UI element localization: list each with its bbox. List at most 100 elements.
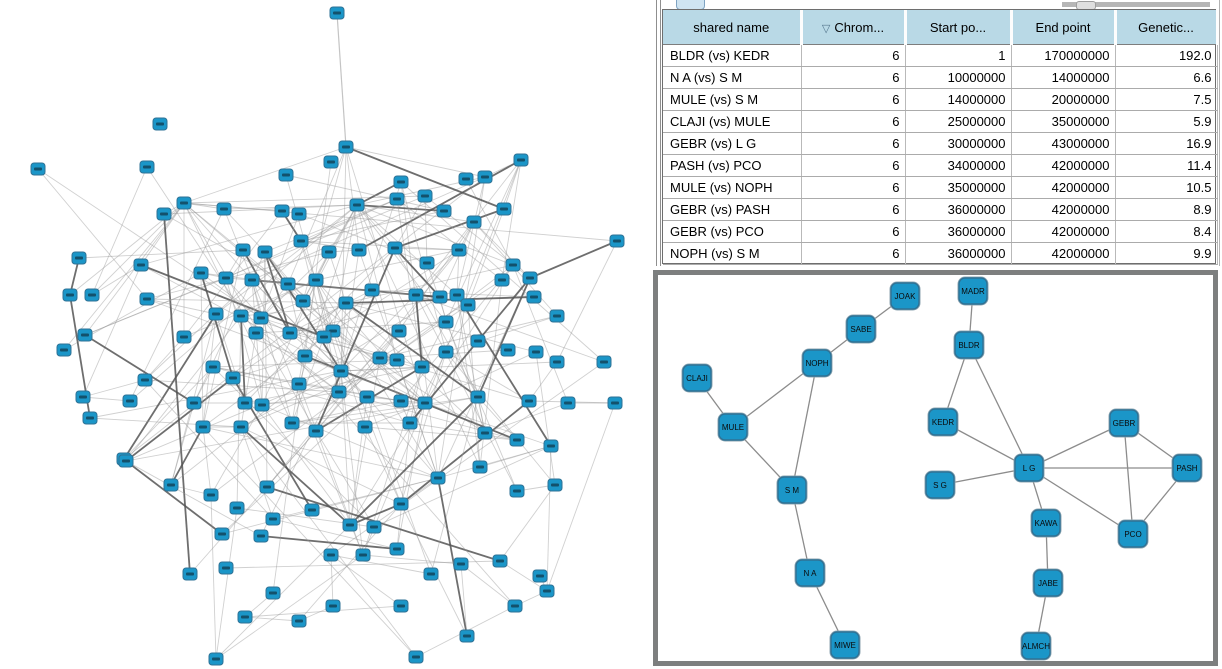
graph-node[interactable]	[237, 396, 253, 410]
graph-node[interactable]	[509, 484, 525, 498]
graph-node[interactable]	[282, 326, 298, 340]
graph-node[interactable]	[325, 599, 341, 613]
graph-node[interactable]	[75, 390, 91, 404]
graph-node[interactable]	[560, 396, 576, 410]
overview-network-canvas[interactable]	[0, 0, 655, 669]
graph-node[interactable]	[253, 529, 269, 543]
graph-node[interactable]	[509, 433, 525, 447]
graph-node[interactable]	[389, 192, 405, 206]
graph-node[interactable]	[82, 411, 98, 425]
graph-node-KAWA[interactable]: KAWA	[1030, 508, 1062, 538]
graph-node[interactable]	[216, 202, 232, 216]
graph-node[interactable]	[423, 567, 439, 581]
graph-node[interactable]	[265, 586, 281, 600]
graph-node[interactable]	[477, 426, 493, 440]
graph-node[interactable]	[494, 273, 510, 287]
table-row[interactable]: GEBR (vs) PASH 6 36000000 42000000 8.9	[663, 198, 1218, 221]
graph-node[interactable]	[477, 170, 493, 184]
graph-node[interactable]	[62, 288, 78, 302]
graph-node[interactable]	[163, 478, 179, 492]
graph-node[interactable]	[253, 311, 269, 325]
graph-node[interactable]	[214, 527, 230, 541]
graph-node[interactable]	[547, 478, 563, 492]
graph-node[interactable]	[257, 245, 273, 259]
graph-node[interactable]	[500, 343, 516, 357]
graph-node-CLAJI[interactable]: CLAJI	[681, 363, 713, 393]
graph-node-SG[interactable]: S G	[924, 470, 956, 500]
graph-node[interactable]	[372, 351, 388, 365]
graph-node[interactable]	[359, 390, 375, 404]
graph-node[interactable]	[528, 345, 544, 359]
graph-node[interactable]	[30, 162, 46, 176]
graph-node[interactable]	[278, 168, 294, 182]
graph-node[interactable]	[419, 256, 435, 270]
graph-node-BLDR[interactable]: BLDR	[953, 330, 985, 360]
graph-node[interactable]	[233, 420, 249, 434]
graph-node[interactable]	[237, 610, 253, 624]
graph-node[interactable]	[460, 298, 476, 312]
graph-node-PCO[interactable]: PCO	[1117, 519, 1149, 549]
graph-node[interactable]	[458, 172, 474, 186]
graph-node-JOAK[interactable]: JOAK	[889, 281, 921, 311]
graph-node-MIWE[interactable]: MIWE	[829, 630, 861, 660]
graph-node[interactable]	[432, 290, 448, 304]
graph-node[interactable]	[549, 309, 565, 323]
graph-node[interactable]	[438, 315, 454, 329]
graph-node[interactable]	[176, 196, 192, 210]
graph-node[interactable]	[122, 394, 138, 408]
graph-node[interactable]	[308, 273, 324, 287]
graph-node[interactable]	[408, 288, 424, 302]
filter-icon[interactable]: ▽	[821, 22, 831, 35]
graph-node[interactable]	[274, 204, 290, 218]
graph-node[interactable]	[205, 360, 221, 374]
table-row[interactable]: BLDR (vs) KEDR 6 1 170000000 192.0	[663, 44, 1218, 67]
graph-node[interactable]	[393, 599, 409, 613]
table-row[interactable]: PASH (vs) PCO 6 34000000 42000000 11.4	[663, 154, 1218, 177]
graph-node[interactable]	[532, 569, 548, 583]
graph-node[interactable]	[304, 503, 320, 517]
column-header-chrom-[interactable]: ▽ Chrom...	[801, 10, 907, 45]
graph-node[interactable]	[291, 614, 307, 628]
graph-node[interactable]	[466, 215, 482, 229]
column-header-genetic-[interactable]: Genetic...	[1115, 10, 1219, 45]
graph-node[interactable]	[391, 324, 407, 338]
graph-node[interactable]	[293, 234, 309, 248]
graph-node[interactable]	[77, 328, 93, 342]
graph-node[interactable]	[521, 394, 537, 408]
graph-node[interactable]	[321, 245, 337, 259]
graph-node[interactable]	[338, 140, 354, 154]
graph-node[interactable]	[364, 283, 380, 297]
graph-node[interactable]	[225, 371, 241, 385]
column-header-end-point[interactable]: End point	[1011, 10, 1117, 45]
graph-node[interactable]	[265, 512, 281, 526]
graph-node[interactable]	[208, 307, 224, 321]
graph-node[interactable]	[139, 160, 155, 174]
graph-node-SM[interactable]: S M	[776, 475, 808, 505]
graph-node[interactable]	[139, 292, 155, 306]
graph-node[interactable]	[182, 567, 198, 581]
table-row[interactable]: MULE (vs) NOPH 6 35000000 42000000 10.5	[663, 176, 1218, 199]
graph-node[interactable]	[297, 349, 313, 363]
graph-node-NA[interactable]: N A	[794, 558, 826, 588]
graph-node[interactable]	[539, 584, 555, 598]
graph-node[interactable]	[387, 241, 403, 255]
graph-node[interactable]	[56, 343, 72, 357]
graph-node[interactable]	[472, 460, 488, 474]
graph-node[interactable]	[549, 355, 565, 369]
graph-node[interactable]	[513, 153, 529, 167]
graph-node[interactable]	[436, 204, 452, 218]
graph-node[interactable]	[218, 271, 234, 285]
graph-node[interactable]	[208, 652, 224, 666]
graph-node[interactable]	[351, 243, 367, 257]
graph-node[interactable]	[393, 394, 409, 408]
graph-node[interactable]	[408, 650, 424, 664]
graph-node[interactable]	[417, 396, 433, 410]
graph-node[interactable]	[355, 548, 371, 562]
graph-node[interactable]	[417, 189, 433, 203]
graph-node-GEBR[interactable]: GEBR	[1108, 408, 1140, 438]
graph-node[interactable]	[186, 396, 202, 410]
graph-node-JABE[interactable]: JABE	[1032, 568, 1064, 598]
graph-node[interactable]	[505, 258, 521, 272]
table-row[interactable]: N A (vs) S M 6 10000000 14000000 6.6	[663, 66, 1218, 89]
graph-node[interactable]	[323, 155, 339, 169]
